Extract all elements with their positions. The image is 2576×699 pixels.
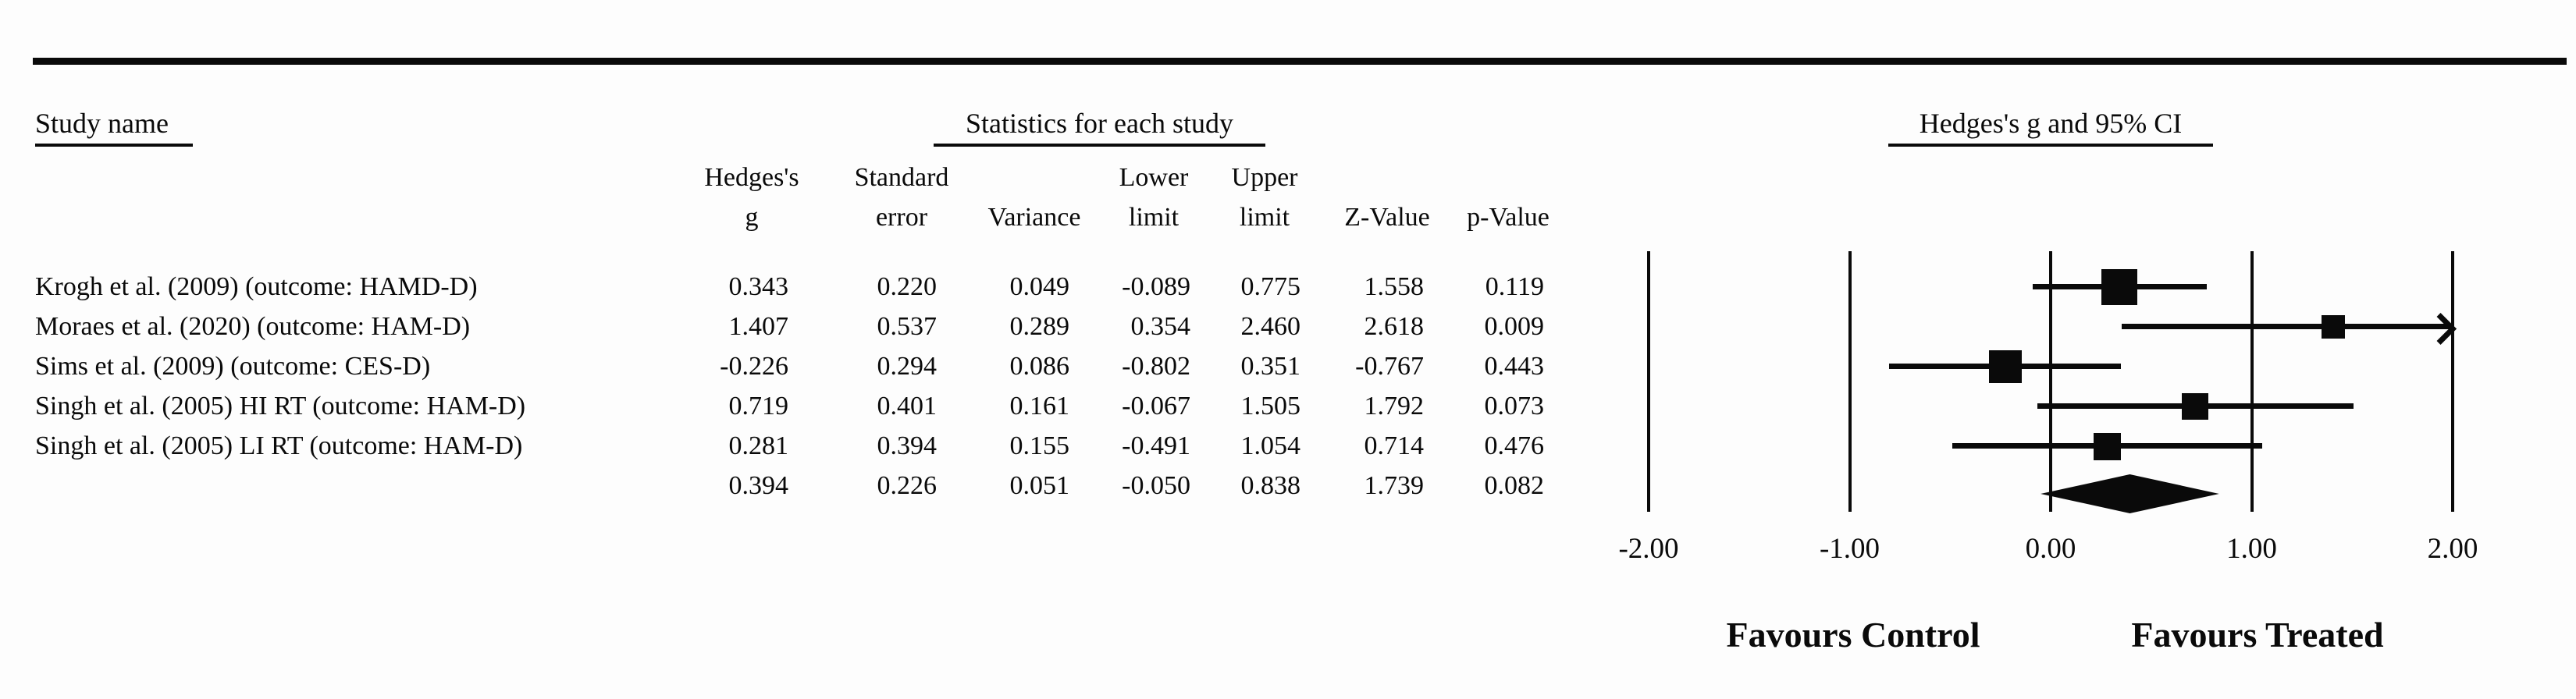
- column-header-line2: p-Value: [1467, 203, 1550, 232]
- stat-cell: 0.775: [1240, 272, 1301, 301]
- stat-cell: 1.558: [1364, 272, 1425, 301]
- overall-stat-cell: 1.739: [1364, 471, 1425, 500]
- stat-cell: -0.491: [1122, 431, 1190, 460]
- stat-cell: -0.067: [1122, 392, 1190, 420]
- column-header-line2: Z-Value: [1344, 203, 1430, 232]
- study-name-cell: Krogh et al. (2009) (outcome: HAMD-D): [35, 272, 478, 301]
- stat-cell: 0.719: [728, 392, 789, 420]
- overall-stat-cell: 0.082: [1484, 471, 1545, 500]
- stat-cell: 0.714: [1364, 431, 1425, 460]
- stat-cell: 0.351: [1240, 352, 1301, 381]
- column-header-line2: limit: [1128, 203, 1179, 232]
- stat-cell: 0.155: [1009, 431, 1070, 460]
- study-name-header: Study name: [35, 106, 193, 147]
- ci-line: [2122, 324, 2453, 329]
- stat-cell: 0.476: [1484, 431, 1545, 460]
- stat-cell: 1.407: [728, 312, 789, 341]
- plot-header: Hedges's g and 95% CI: [1888, 106, 2213, 147]
- overall-effect-diamond: [2041, 474, 2219, 513]
- overall-stat-cell: 0.051: [1009, 471, 1070, 500]
- axis-tick-label: 2.00: [2427, 533, 2478, 565]
- study-name-cell: Singh et al. (2005) LI RT (outcome: HAM-…: [35, 431, 523, 460]
- effect-size-square: [2101, 269, 2138, 305]
- column-header-line2: error: [875, 203, 928, 232]
- stat-cell: 0.394: [877, 431, 938, 460]
- stat-cell: 0.073: [1484, 392, 1545, 420]
- effect-size-square: [1988, 350, 2022, 383]
- overall-stat-cell: -0.050: [1122, 471, 1190, 500]
- favours-control-label: Favours Control: [1726, 615, 1980, 655]
- stat-cell: 1.505: [1240, 392, 1301, 420]
- stat-cell: 0.009: [1484, 312, 1545, 341]
- statistics-header: Statistics for each study: [934, 106, 1265, 147]
- axis-tick-label: -2.00: [1618, 533, 1679, 565]
- stat-cell: 0.281: [728, 431, 789, 460]
- stat-cell: 0.354: [1130, 312, 1191, 341]
- axis-gridline: [1848, 251, 1852, 512]
- stat-cell: -0.226: [720, 352, 788, 381]
- stat-cell: 0.086: [1009, 352, 1070, 381]
- axis-gridline: [2049, 251, 2052, 512]
- stat-cell: 1.792: [1364, 392, 1425, 420]
- stat-cell: 0.289: [1009, 312, 1070, 341]
- study-name-cell: Sims et al. (2009) (outcome: CES-D): [35, 352, 431, 381]
- axis-tick-label: -1.00: [1819, 533, 1880, 565]
- axis-gridline: [2250, 251, 2254, 512]
- column-header-line1: Upper: [1231, 163, 1298, 192]
- axis-gridline: [1647, 251, 1650, 512]
- study-name-cell: Moraes et al. (2020) (outcome: HAM-D): [35, 312, 471, 341]
- study-name-cell: Singh et al. (2005) HI RT (outcome: HAM-…: [35, 392, 526, 420]
- stat-cell: 1.054: [1240, 431, 1301, 460]
- stat-cell: 0.294: [877, 352, 938, 381]
- stat-cell: 0.049: [1009, 272, 1070, 301]
- effect-size-square: [2182, 393, 2209, 420]
- column-header-line2: limit: [1239, 203, 1290, 232]
- column-header-line1: Standard: [854, 163, 949, 192]
- stat-cell: 0.220: [877, 272, 938, 301]
- column-header-line2: g: [745, 203, 759, 232]
- axis-tick-label: 0.00: [2025, 533, 2076, 565]
- effect-size-square: [2093, 432, 2121, 460]
- stat-cell: 0.537: [877, 312, 938, 341]
- stat-cell: -0.089: [1122, 272, 1190, 301]
- top-rule: [33, 58, 2567, 65]
- overall-stat-cell: 0.394: [728, 471, 789, 500]
- column-header-line2: Variance: [987, 203, 1081, 232]
- stat-cell: 0.161: [1009, 392, 1070, 420]
- column-header-line1: Lower: [1119, 163, 1189, 192]
- axis-tick-label: 1.00: [2226, 533, 2277, 565]
- stat-cell: 0.119: [1485, 272, 1544, 301]
- stat-cell: 0.443: [1484, 352, 1545, 381]
- overall-stat-cell: 0.838: [1240, 471, 1301, 500]
- effect-size-square: [2322, 315, 2346, 339]
- stat-cell: -0.767: [1355, 352, 1424, 381]
- stat-cell: 0.401: [877, 392, 938, 420]
- axis-gridline: [2451, 251, 2454, 512]
- favours-treated-label: Favours Treated: [2131, 615, 2384, 655]
- column-header-line1: Hedges's: [704, 163, 799, 192]
- stat-cell: -0.802: [1122, 352, 1190, 381]
- overall-stat-cell: 0.226: [877, 471, 938, 500]
- stat-cell: 2.618: [1364, 312, 1425, 341]
- stat-cell: 0.343: [728, 272, 789, 301]
- stat-cell: 2.460: [1240, 312, 1301, 341]
